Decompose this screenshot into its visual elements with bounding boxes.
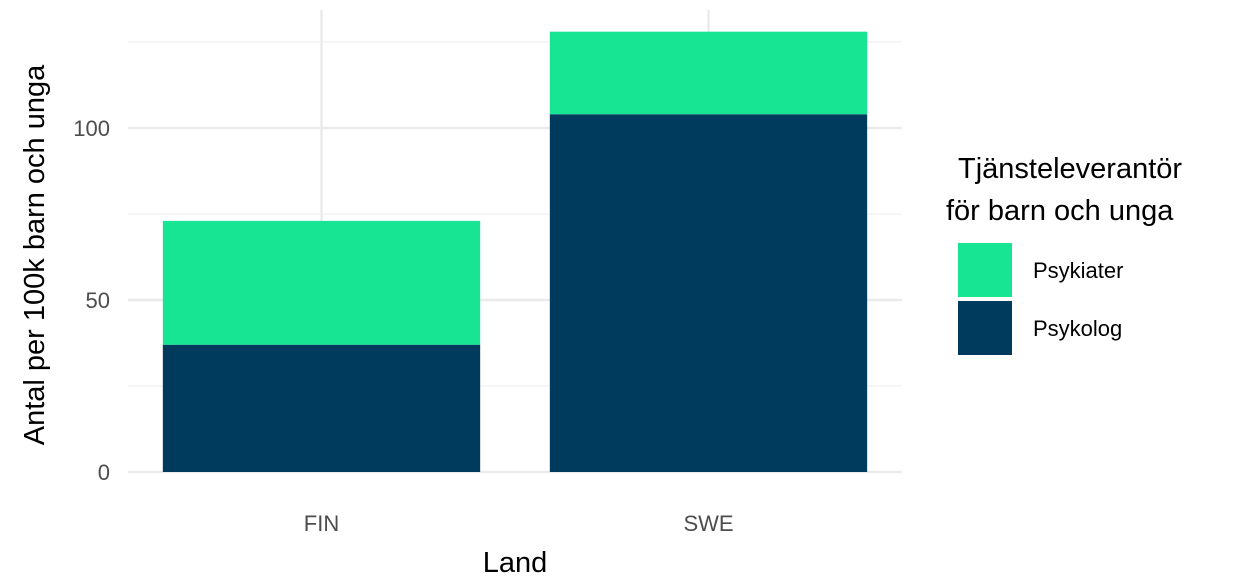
bar-swe-psykolog — [549, 114, 868, 473]
legend-title-line-1: Tjänsteleverantör — [958, 153, 1182, 185]
bar-fin-psykolog — [162, 344, 481, 472]
x-axis-title: Land — [483, 547, 548, 579]
legend-title-line-2: för barn och unga — [946, 195, 1174, 227]
bar-swe-psykiater — [549, 31, 868, 115]
x-tick-label: SWE — [683, 511, 733, 536]
legend-key-psykiater — [958, 243, 1012, 297]
bar-fin-psykiater — [162, 220, 481, 345]
legend-label-psykolog: Psykolog — [1033, 316, 1122, 341]
y-tick-label: 100 — [73, 116, 110, 141]
legend-label-psykiater: Psykiater — [1033, 258, 1123, 283]
legend-entries: Psykiater Psykolog — [958, 243, 1123, 355]
legend-key-psykolog — [958, 301, 1012, 355]
y-axis-ticks: 0 50 100 — [73, 116, 110, 485]
bars — [162, 31, 868, 473]
y-tick-label: 0 — [98, 460, 110, 485]
legend: Tjänsteleverantör för barn och unga Psyk… — [946, 153, 1182, 355]
x-axis-ticks: FIN SWE — [304, 511, 734, 536]
x-tick-label: FIN — [304, 511, 339, 536]
y-axis-title: Antal per 100k barn och unga — [19, 64, 51, 445]
y-tick-label: 50 — [86, 288, 110, 313]
